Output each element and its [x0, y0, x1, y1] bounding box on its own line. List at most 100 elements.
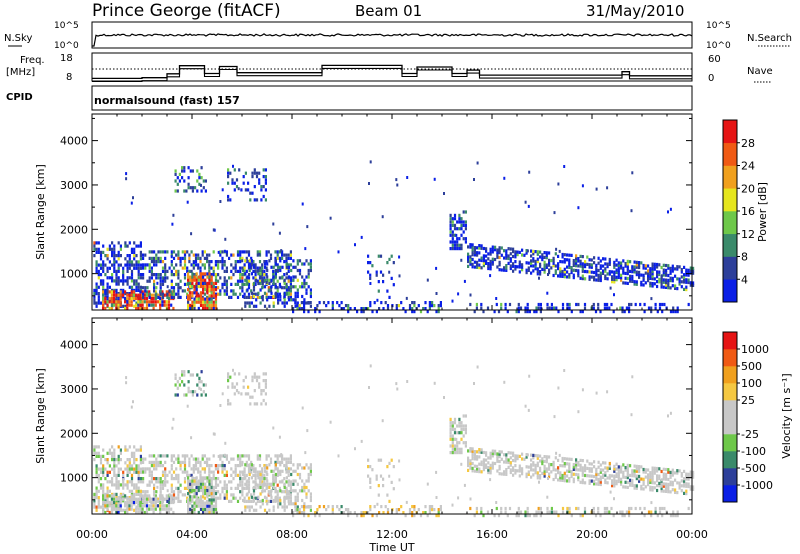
power-cell: [498, 255, 501, 260]
velocity-cell: [669, 411, 672, 415]
power-cell: [590, 263, 593, 267]
velocity-cell: [482, 460, 485, 464]
power-cell: [289, 276, 292, 280]
power-cell: [314, 307, 317, 311]
velocity-cell: [467, 449, 470, 453]
power-cell: [183, 266, 187, 270]
velocity-cell: [252, 480, 255, 484]
velocity-cell: [683, 469, 686, 473]
power-cell: [635, 282, 638, 286]
power-cell: [629, 277, 632, 281]
velocity-cell: [629, 464, 632, 468]
velocity-cell: [568, 510, 571, 514]
velocity-cell: [406, 380, 409, 383]
power-cell: [199, 291, 203, 295]
velocity-cell: [336, 505, 339, 509]
velocity-cell: [518, 474, 521, 478]
velocity-cell: [242, 498, 245, 503]
velocity-cell: [644, 468, 647, 472]
power-cell: [249, 198, 252, 202]
power-cell: [148, 266, 151, 270]
velocity-cell: [640, 487, 643, 491]
power-cell: [689, 269, 692, 273]
power-cell: [115, 293, 118, 297]
velocity-cell: [633, 484, 636, 488]
velocity-cell: [139, 507, 142, 511]
power-cell: [545, 256, 548, 260]
velocity-cell: [379, 458, 383, 462]
power-cell: [187, 182, 190, 186]
velocity-cell: [651, 481, 654, 485]
velocity-cell: [674, 490, 677, 494]
velocity-cell: [289, 496, 292, 500]
power-cell: [210, 278, 213, 282]
power-cell: [689, 271, 692, 275]
velocity-cell: [663, 506, 666, 511]
velocity-cell: [292, 511, 295, 515]
power-cell: [595, 268, 598, 272]
velocity-cell: [473, 514, 476, 518]
power-cell: [584, 269, 587, 274]
power-cell: [642, 283, 645, 287]
power-cell: [111, 263, 114, 267]
velocity-cell: [113, 448, 116, 452]
power-cell: [478, 246, 481, 250]
velocity-cell: [236, 499, 240, 503]
velocity-cell: [524, 404, 527, 408]
velocity-cell: [268, 485, 271, 490]
velocity-cell: [117, 461, 120, 465]
velocity-cell: [161, 486, 165, 490]
power-cell: [285, 272, 288, 276]
velocity-cell: [635, 486, 638, 490]
velocity-cell: [287, 490, 290, 494]
velocity-cell: [113, 464, 116, 468]
velocity-cell: [539, 476, 542, 480]
velocity-cell: [177, 499, 180, 503]
velocity-cell: [196, 393, 199, 397]
power-cell: [229, 171, 232, 175]
power-cell: [223, 279, 226, 283]
power-cell: [624, 281, 627, 285]
power-cell: [304, 247, 307, 251]
velocity-cell: [561, 473, 564, 478]
velocity-cell: [93, 496, 96, 500]
power-cell: [283, 286, 286, 290]
velocity-cell: [568, 464, 571, 469]
power-cell: [142, 266, 145, 270]
power-cell: [626, 267, 629, 271]
power-cell: [263, 278, 267, 282]
y-tick-label: 3000: [60, 179, 88, 192]
velocity-cell: [219, 496, 222, 500]
power-cell: [604, 269, 607, 273]
power-cell: [437, 310, 440, 314]
velocity-cell: [368, 386, 370, 389]
power-cell: [514, 264, 517, 269]
velocity-cell: [658, 484, 661, 488]
power-cell: [153, 286, 156, 290]
power-cell: [239, 253, 242, 257]
velocity-cell: [117, 458, 120, 462]
velocity-cell: [242, 379, 245, 383]
velocity-cell: [610, 506, 613, 511]
velocity-cell: [553, 415, 556, 419]
velocity-cell: [617, 477, 620, 481]
power-cell: [93, 295, 96, 299]
power-cell: [539, 255, 542, 259]
velocity-cell: [174, 373, 177, 377]
velocity-cell: [193, 482, 196, 486]
velocity-cell: [509, 463, 512, 467]
velocity-cell: [532, 468, 535, 472]
velocity-cell: [516, 454, 519, 458]
power-cell: [142, 253, 145, 257]
velocity-cell: [102, 473, 105, 477]
velocity-cell: [532, 473, 535, 477]
velocity-cell: [265, 477, 268, 481]
power-cell: [139, 254, 142, 258]
power-cell: [599, 266, 602, 270]
power-cell: [202, 179, 205, 183]
power-cell: [230, 289, 233, 293]
velocity-cell: [244, 476, 247, 480]
power-cell: [685, 288, 688, 292]
power-cell: [102, 244, 105, 248]
